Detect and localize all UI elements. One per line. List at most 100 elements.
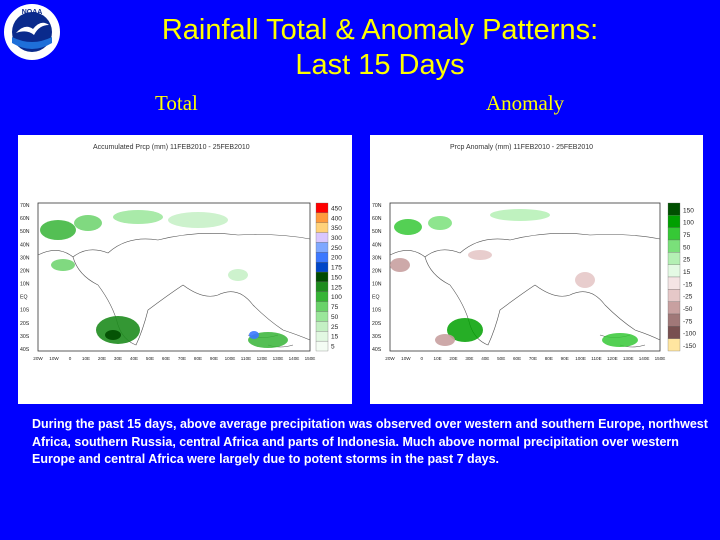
anomaly-lon-tick: 20E [449,356,457,361]
total-legend-swatch [315,232,329,243]
total-lon-tick: 80E [194,356,202,361]
anomaly-legend-swatch [667,227,681,241]
anomaly-lon-tick: 90E [561,356,569,361]
total-legend-label: 400 [331,215,342,222]
anomaly-lat-tick: 60N [372,216,382,222]
page-title-line2: Last 15 Days [295,49,465,81]
anomaly-lat-tick: EQ [372,295,380,301]
total-lon-labels: 20W 10W 0 10E 20E 30E 40E 50E 60E 70E 80E 90E 100E 11… [33,356,315,361]
total-lat-labels: 70N 60N 50N 40N 30N 20N 10N EQ 10S 20S 30S 40S [20,203,30,353]
total-legend-swatch [315,301,329,312]
total-lon-tick: 150E [305,356,316,361]
anomaly-legend-swatch [667,289,681,302]
anomaly-lon-tick: 30E [465,356,473,361]
anomaly-legend-label: 50 [683,244,691,251]
total-lon-tick: 20W [33,356,43,361]
total-lat-tick: 30N [20,255,30,261]
total-lat-tick: 10S [20,308,30,314]
total-legend-swatch [315,321,329,332]
total-lat-tick: EQ [20,295,28,301]
total-legend-swatch [315,281,329,292]
anomaly-lon-tick: 150E [655,356,666,361]
total-legend-label: 5 [331,344,335,351]
total-lon-tick: 10E [82,356,90,361]
total-legend-label: 350 [331,225,342,232]
noaa-logo-text: NOAA [22,9,43,16]
total-lat-tick: 10N [20,282,30,288]
total-legend-label: 25 [331,324,339,331]
total-lat-tick: 30S [20,334,30,340]
anomaly-lon-tick: 70E [529,356,537,361]
anomaly-lon-tick: 80E [545,356,553,361]
total-legend-swatch [315,252,329,263]
total-legend-label: 100 [331,294,342,301]
anomaly-lat-tick: 30S [372,334,382,340]
total-legend-swatch [315,222,329,233]
total-lat-tick: 60N [20,216,30,222]
anomaly-legend-swatch [667,326,681,339]
anomaly-legend-swatch [667,215,681,228]
total-lon-tick: 60E [162,356,170,361]
anomaly-lat-labels: 70N 60N 50N 40N 30N 20N 10N EQ 10S 20S 30S 40S [372,203,382,353]
anomaly-legend-label: 15 [683,269,691,276]
anomaly-legend: 150 100 75 50 25 15 -15 -25 -50 -75 -100 -150 [667,202,696,352]
total-map-label: Total [155,91,198,115]
total-lon-tick: 0 [69,356,72,361]
total-legend-label: 200 [331,255,342,262]
total-legend-label: 175 [331,265,342,272]
total-lon-tick: 30E [114,356,122,361]
anomaly-legend-label: 75 [683,232,691,239]
total-legend-swatch [315,262,329,273]
total-lat-tick: 70N [20,203,30,209]
anomaly-lat-tick: 30N [372,255,382,261]
anomaly-lat-tick: 20S [372,321,382,327]
total-legend-swatch [315,212,329,223]
total-legend-swatch [315,331,329,342]
anomaly-lon-tick: 10W [401,356,411,361]
anomaly-lon-tick: 40E [481,356,489,361]
total-lon-tick: 10W [49,356,59,361]
total-legend-label: 450 [331,205,342,212]
anomaly-lon-tick: 140E [639,356,650,361]
anomaly-legend-swatch [667,313,681,327]
anomaly-lon-tick: 110E [591,356,601,361]
anomaly-legend-swatch [667,252,681,265]
total-legend-swatch [315,242,329,253]
total-legend-swatch [315,202,329,214]
total-legend-swatch [315,271,329,283]
total-legend-label: 150 [331,274,342,281]
anomaly-lat-tick: 40N [372,242,382,248]
anomaly-legend-label: 100 [683,220,694,227]
total-legend-label: 250 [331,245,342,252]
anomaly-legend-label: 150 [683,207,694,214]
page-title-line1: Rainfall Total & Anomaly Patterns: [161,14,599,46]
summary-caption: During the past 15 days, above average p… [32,417,708,466]
anomaly-precip-map: Prcp Anomaly (mm) 11FEB2010 - 25FEB2010 … [370,135,703,404]
total-precip-map: Accumulated Prcp (mm) 11FEB2010 - 25FEB2… [18,135,352,404]
anomaly-lat-tick: 10N [372,282,382,288]
anomaly-legend-swatch [667,338,681,352]
total-lon-tick: 20E [98,356,106,361]
total-lat-tick: 50N [20,229,30,235]
total-rain-patches [40,210,288,348]
total-legend-label: 15 [331,334,339,341]
anomaly-lat-tick: 50N [372,229,382,235]
total-lat-tick: 20S [20,321,30,327]
total-lon-tick: 120E [257,356,268,361]
anomaly-lon-labels: 20W 10W 0 10E 20E 30E 40E 50E 60E 70E 80E 90E 100E 11… [385,356,665,361]
anomaly-patches [390,209,638,347]
anomaly-legend-label: 25 [683,257,691,264]
total-map-header: Accumulated Prcp (mm) 11FEB2010 - 25FEB2… [93,144,250,151]
anomaly-legend-swatch [667,301,681,315]
anomaly-lon-tick: 20W [385,356,395,361]
total-legend-label: 50 [331,314,339,321]
total-legend-swatch [315,311,329,322]
total-legend-label: 125 [331,284,342,291]
anomaly-legend-label: -150 [683,343,696,350]
total-legend-label: 75 [331,304,339,311]
anomaly-legend-label: -25 [683,294,693,301]
anomaly-lat-tick: 40S [372,347,382,353]
noaa-logo: NOAA [4,4,60,60]
anomaly-lon-tick: 10E [434,356,442,361]
total-lon-tick: 110E [241,356,251,361]
